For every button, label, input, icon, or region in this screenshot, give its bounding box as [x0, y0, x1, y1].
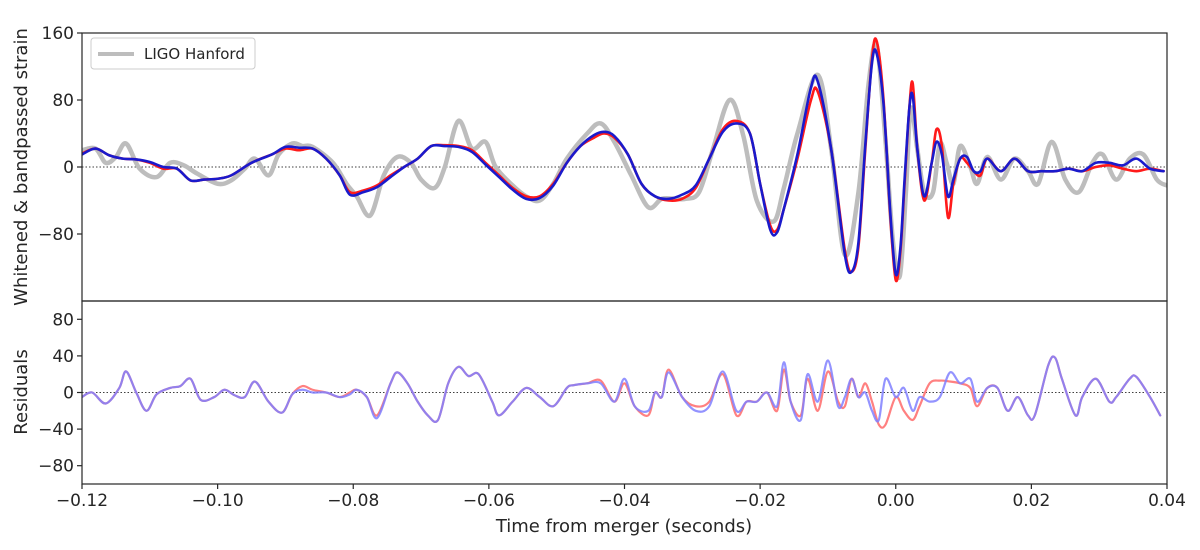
- series-line-1-1: [82, 355, 1162, 423]
- y-tick-label: 0: [63, 158, 74, 178]
- y-tick-label: −80: [38, 225, 74, 245]
- top-panel: 160 80 0 −80: [38, 24, 1168, 302]
- x-tick-label: 0.04: [1148, 491, 1186, 511]
- top-y-axis-label: Whitened & bandpassed strain: [11, 28, 32, 306]
- x-tick-label: −0.04: [598, 491, 650, 511]
- y-tick-label: 80: [52, 91, 74, 111]
- x-tick-label: 0.02: [1012, 491, 1050, 511]
- legend-box: [90, 37, 256, 70]
- x-tick-label: −0.10: [192, 491, 244, 511]
- x-tick-label: −0.08: [327, 491, 379, 511]
- x-tick-label: 0.00: [877, 491, 915, 511]
- y-tick-label: 80: [52, 310, 74, 330]
- x-tick-label: −0.06: [463, 491, 515, 511]
- bottom-panel: 80 40 0 −40 −80 −0.12 −0.10 −0.08 −0.06 −0.04 −0.0…: [38, 300, 1186, 511]
- x-tick-label: −0.12: [56, 491, 108, 511]
- y-tick-label: −40: [38, 420, 74, 440]
- series-line-0-0: [82, 41, 1167, 281]
- bottom-y-axis-label: Residuals: [11, 349, 32, 434]
- y-tick-label: 160: [42, 24, 74, 44]
- legend: LIGO Hanford: [90, 37, 256, 70]
- series-line-0-2: [82, 48, 1165, 277]
- x-tick-label: −0.02: [734, 491, 786, 511]
- legend-label-ligo-hanford: LIGO Hanford: [144, 45, 245, 63]
- x-axis-label: Time from merger (seconds): [495, 516, 752, 537]
- y-tick-label: 40: [52, 347, 74, 367]
- y-tick-label: 0: [63, 384, 74, 404]
- y-tick-label: −80: [38, 457, 74, 477]
